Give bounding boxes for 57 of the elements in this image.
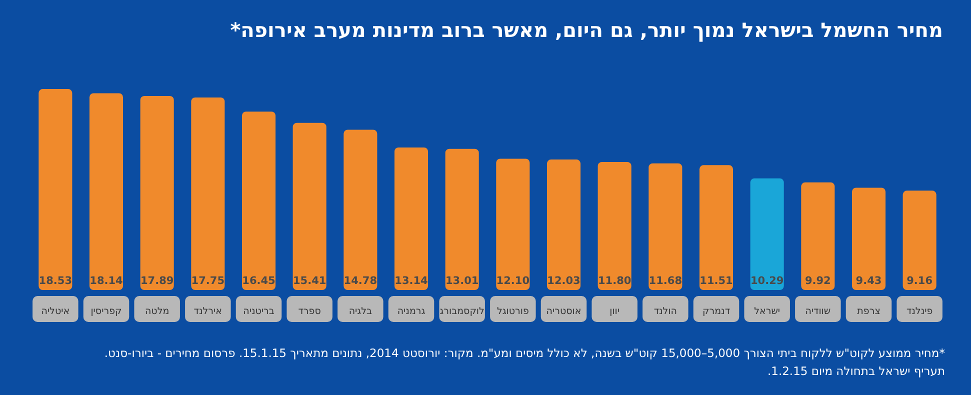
bar <box>801 182 835 290</box>
bar <box>496 158 530 290</box>
x-tick-label: שוודיה <box>805 306 831 317</box>
bar <box>140 96 174 290</box>
bar <box>191 97 225 290</box>
bar <box>394 147 428 290</box>
bar <box>89 93 124 290</box>
x-tick-label: איטליה <box>41 306 70 317</box>
x-tick-label: ספרד <box>298 306 321 317</box>
chart-title: מחיר החשמל בישראל נמוך יותר, גם היום, מאשר ברוב מדינות מערב אירופה* <box>230 18 943 42</box>
data-label: 10.29 <box>750 275 784 287</box>
x-tick-label: ישראל <box>754 306 780 317</box>
x-tick-label: דנמרק <box>702 306 730 317</box>
bar <box>292 122 326 290</box>
data-label: 14.78 <box>344 275 378 287</box>
data-label: 18.53 <box>38 275 72 287</box>
data-label: 12.03 <box>547 275 580 287</box>
data-label: 9.16 <box>906 275 933 287</box>
bar <box>750 178 784 290</box>
bar <box>648 163 682 290</box>
data-label: 17.75 <box>191 275 225 287</box>
x-tick-label: אירלנד <box>194 306 222 317</box>
bar <box>852 188 886 290</box>
data-label: 11.51 <box>700 275 733 287</box>
x-tick-label: יוון <box>610 306 620 317</box>
x-tick-label: קפריסין <box>90 306 122 317</box>
bar <box>242 112 276 290</box>
data-label: 17.89 <box>140 275 174 287</box>
x-tick-label: צרפת <box>857 306 880 317</box>
bar <box>546 160 581 290</box>
data-label: 16.45 <box>242 275 276 287</box>
bar <box>445 148 479 290</box>
x-tick-label: פינלנד <box>906 306 933 317</box>
bar <box>699 165 734 290</box>
data-label: 11.68 <box>648 275 682 287</box>
x-tick-label: פורטוגל <box>496 306 529 317</box>
data-label: 15.41 <box>292 275 326 287</box>
x-tick-label: לוקסמבורג <box>440 306 484 317</box>
bar <box>344 130 378 290</box>
x-tick-label: מלטה <box>144 306 170 317</box>
x-tick-label: גרמניה <box>397 306 426 317</box>
data-label: 12.10 <box>496 275 530 287</box>
data-label: 11.80 <box>598 275 632 287</box>
data-label: 13.01 <box>445 275 479 287</box>
x-tick-label: בריטניה <box>243 306 275 317</box>
data-label: 13.14 <box>394 275 428 287</box>
x-tick-label: בלגיה <box>348 306 372 317</box>
x-tick-label: הולנד <box>654 306 678 317</box>
data-label: 9.92 <box>804 275 831 287</box>
text: תעריף ישראל בתחולה מיום 1.2.15. <box>767 364 945 378</box>
text: *מחיר ממוצע לקוט"ש ללקוח ביתי הצורך 5,000–15,000 קוט"ש בשנה, לא כולל מיסים ומע"מ. מקור: יורוסטט 2014, נתונים מתאריך 15.1.15. פרסום מחירים - ביורו-סנט. <box>104 346 945 360</box>
bar <box>902 190 936 290</box>
data-label: 18.14 <box>90 275 123 287</box>
bar <box>38 89 72 290</box>
bar <box>598 162 632 290</box>
x-tick-label: אוסטריה <box>546 306 582 317</box>
data-label: 9.43 <box>856 275 882 287</box>
